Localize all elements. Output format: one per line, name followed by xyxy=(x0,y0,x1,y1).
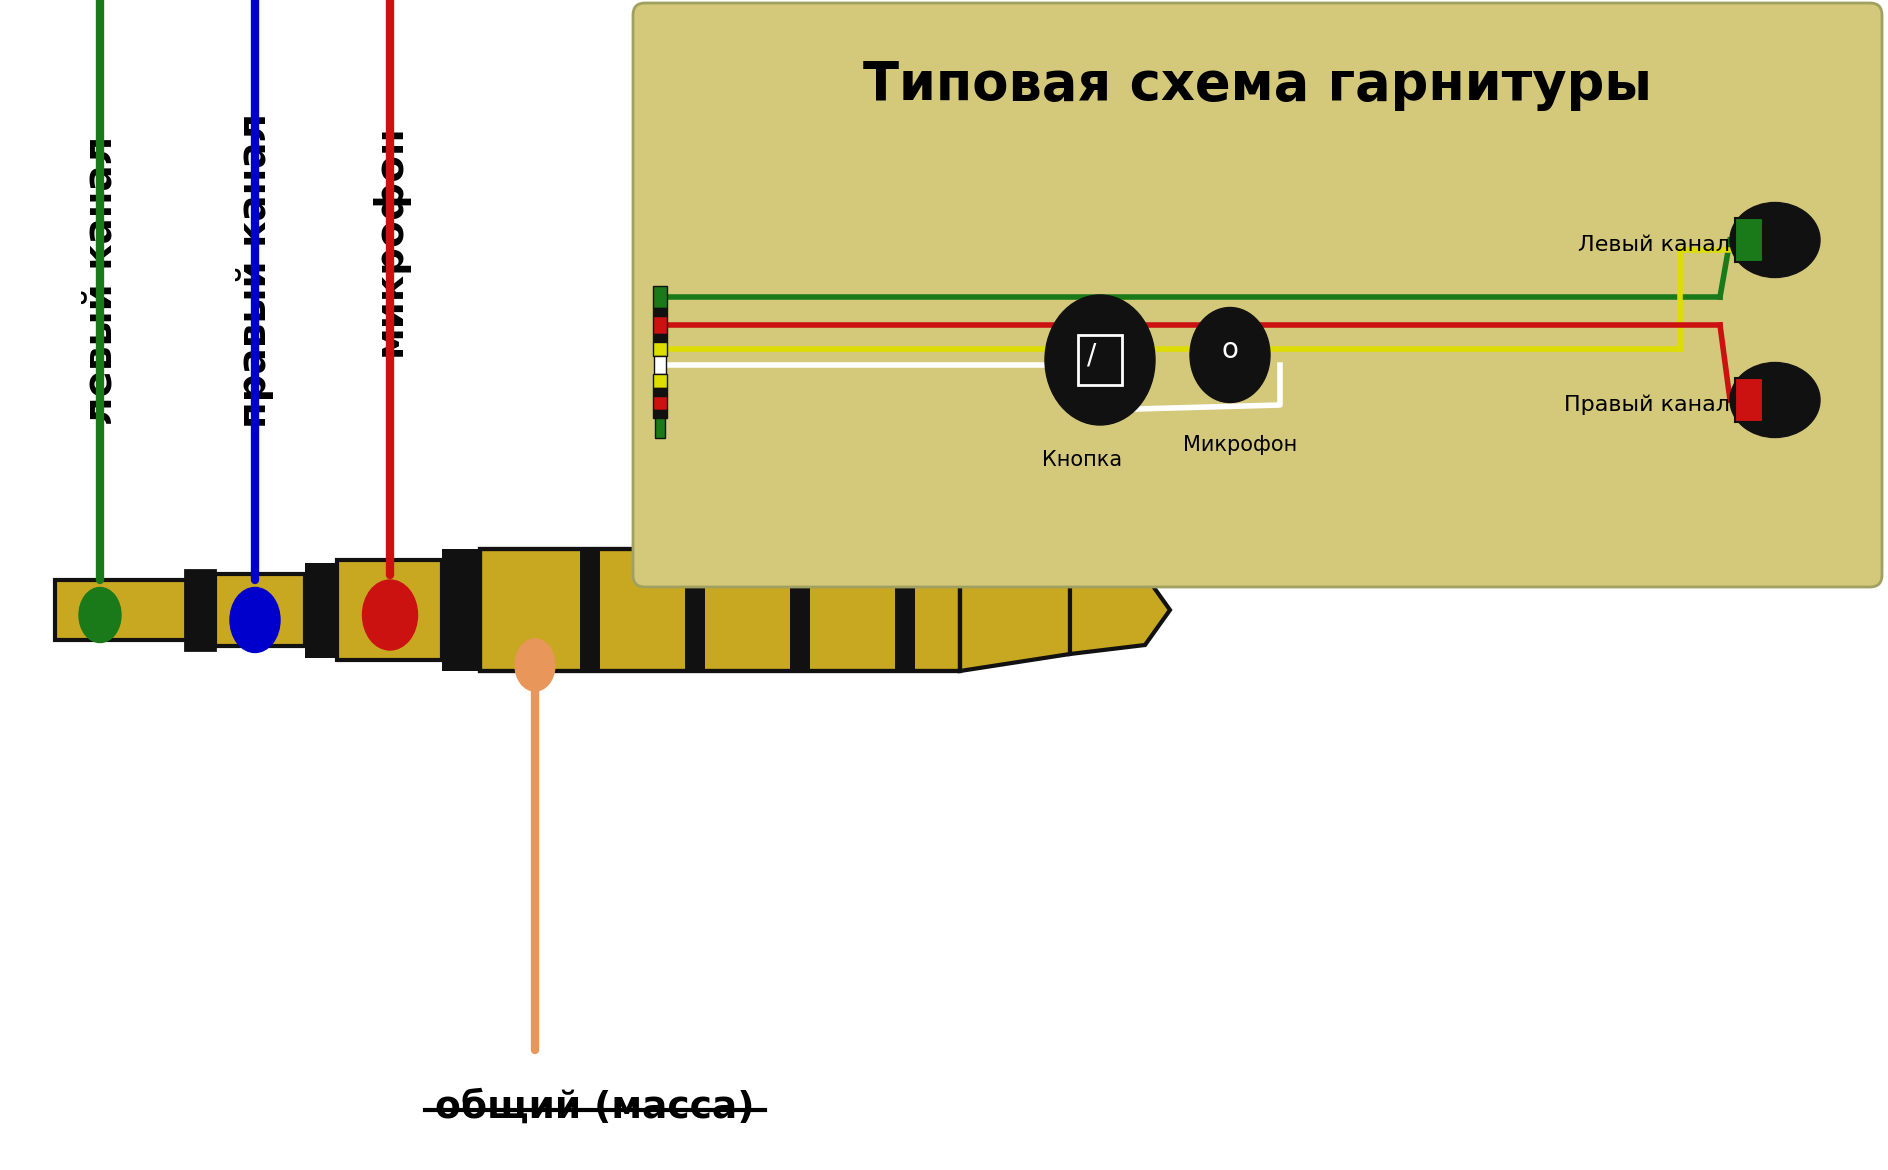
FancyBboxPatch shape xyxy=(336,560,442,660)
Bar xyxy=(653,308,666,316)
Bar xyxy=(580,548,600,672)
Bar xyxy=(895,548,916,672)
Bar xyxy=(306,563,336,658)
Ellipse shape xyxy=(1729,363,1820,438)
Text: /: / xyxy=(1087,340,1097,369)
Bar xyxy=(653,356,666,374)
FancyBboxPatch shape xyxy=(55,580,191,640)
Ellipse shape xyxy=(79,587,121,642)
Bar xyxy=(653,342,666,356)
Bar xyxy=(1078,335,1121,385)
FancyBboxPatch shape xyxy=(480,549,959,672)
Bar xyxy=(1735,218,1763,262)
Text: Типовая схема гарнитуры: Типовая схема гарнитуры xyxy=(863,58,1652,111)
Ellipse shape xyxy=(1044,295,1155,425)
Text: общий (масса): общий (масса) xyxy=(436,1090,755,1126)
Bar xyxy=(653,374,666,388)
Bar xyxy=(442,549,480,672)
Bar xyxy=(185,570,215,651)
Ellipse shape xyxy=(1189,308,1271,402)
Bar xyxy=(653,333,666,342)
FancyBboxPatch shape xyxy=(632,4,1882,587)
Bar xyxy=(653,395,666,410)
Bar xyxy=(653,316,666,333)
Polygon shape xyxy=(1070,566,1171,654)
Ellipse shape xyxy=(1729,202,1820,277)
Polygon shape xyxy=(959,549,1070,672)
Text: o: o xyxy=(1222,336,1239,364)
Ellipse shape xyxy=(515,639,555,691)
Bar xyxy=(185,570,215,651)
Bar xyxy=(653,285,666,308)
Text: Микрофон: Микрофон xyxy=(1184,435,1297,455)
Bar xyxy=(1735,378,1763,422)
Text: Правый канал: Правый канал xyxy=(1563,394,1729,415)
Ellipse shape xyxy=(362,580,417,651)
Bar xyxy=(653,388,666,395)
Bar xyxy=(653,410,666,418)
Text: левый канал: левый канал xyxy=(81,136,119,425)
FancyBboxPatch shape xyxy=(215,574,306,646)
Text: Кнопка: Кнопка xyxy=(1042,450,1121,470)
Ellipse shape xyxy=(230,587,279,653)
Bar xyxy=(655,418,665,438)
Bar xyxy=(685,548,704,672)
Text: Левый канал: Левый канал xyxy=(1578,235,1729,255)
Text: микрофон: микрофон xyxy=(372,124,410,356)
Bar xyxy=(789,548,810,672)
Text: правый канал: правый канал xyxy=(236,112,274,427)
